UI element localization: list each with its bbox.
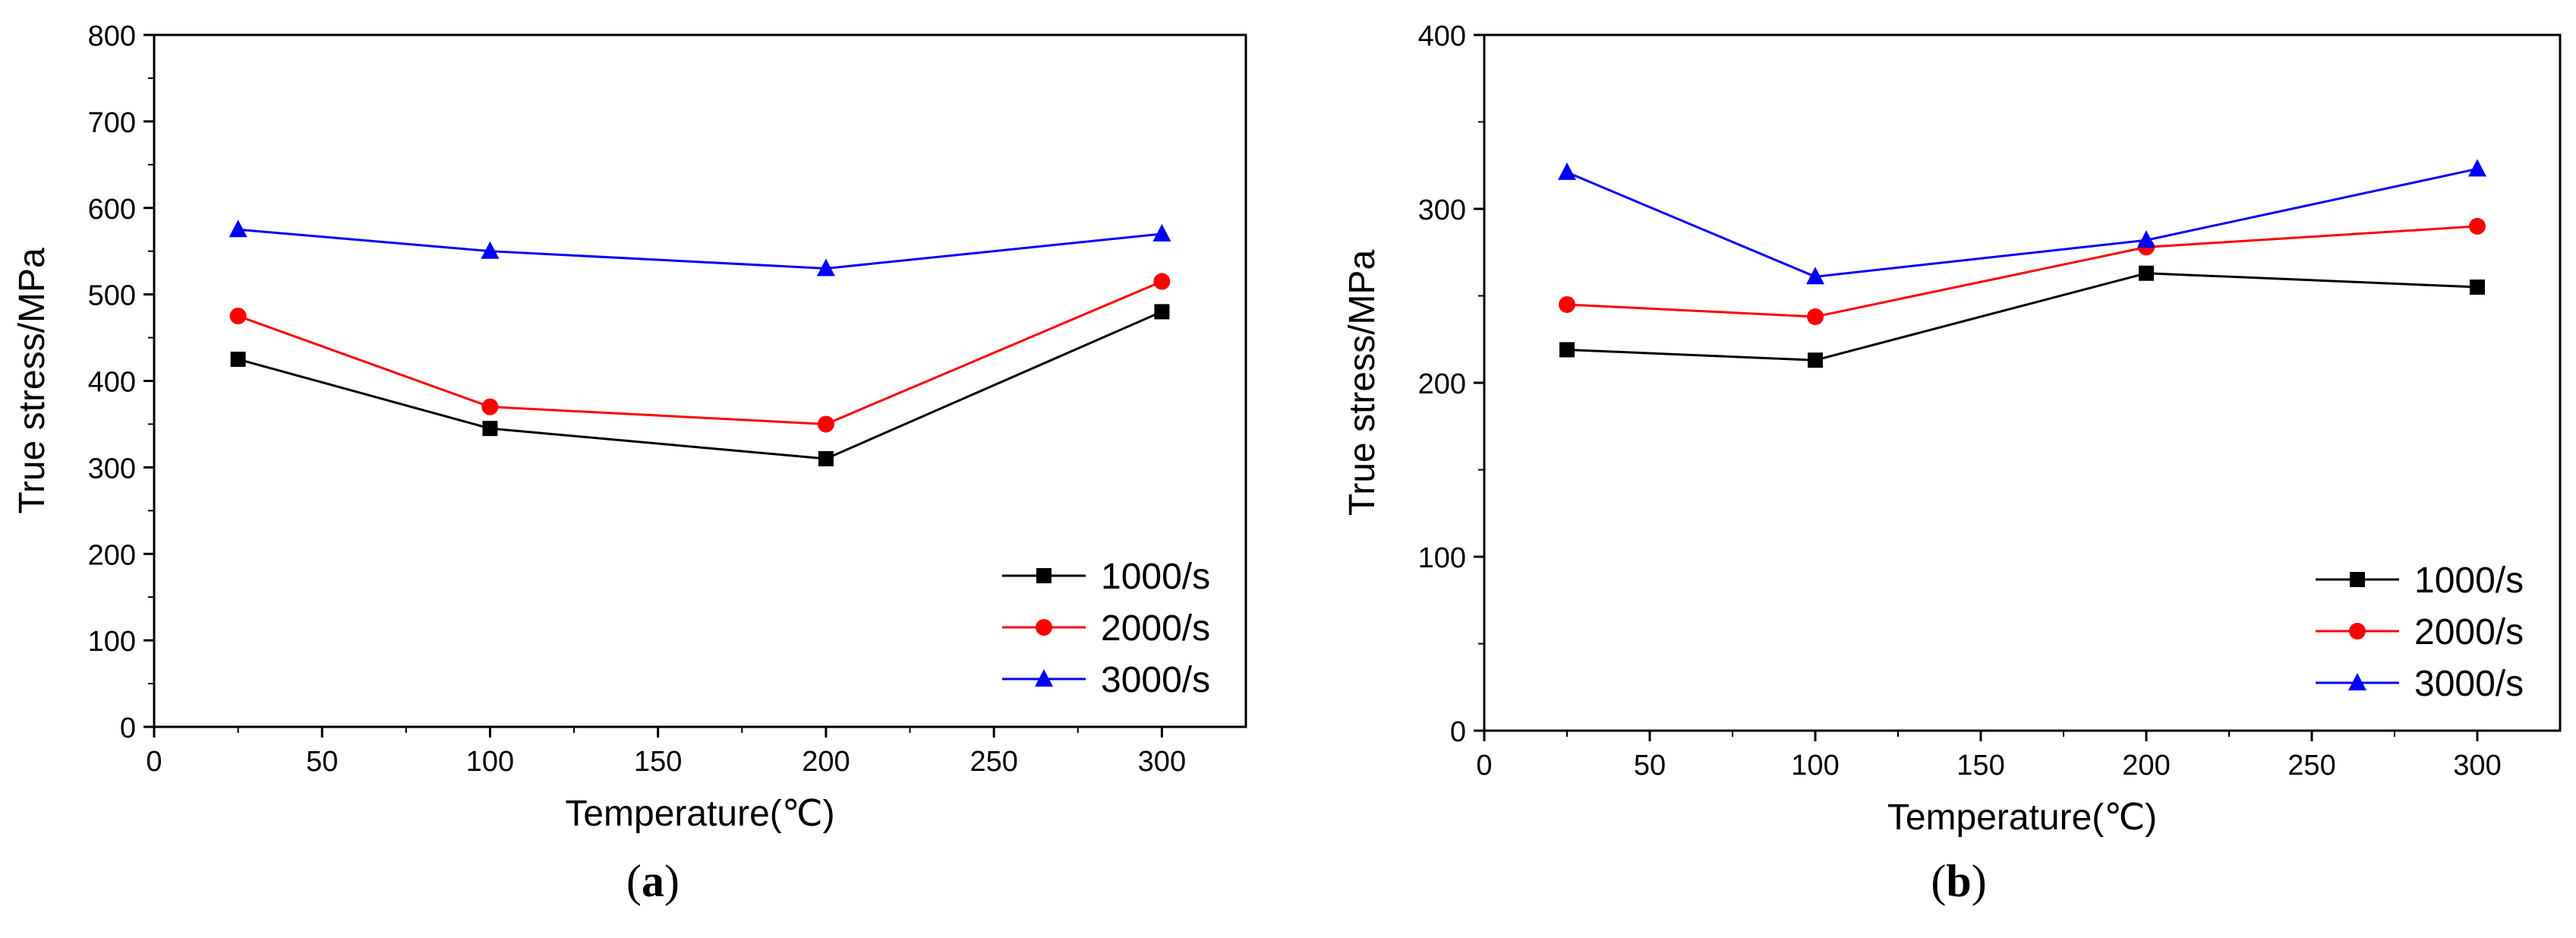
y-tick-label: 100 (88, 626, 136, 658)
data-point-3000/s (2137, 230, 2155, 248)
data-point-3000/s (1152, 223, 1171, 242)
data-point-1000/s (1808, 352, 1823, 368)
x-tick-label: 0 (146, 746, 162, 778)
data-point-3000/s (1806, 267, 1824, 285)
legend-marker (1036, 619, 1052, 636)
y-tick-label: 200 (1418, 368, 1466, 400)
panel-caption: (b) (1931, 856, 1986, 906)
data-point-1000/s (2470, 280, 2485, 295)
data-point-2000/s (481, 398, 499, 415)
y-tick-label: 0 (120, 712, 136, 744)
x-axis-label: Temperature(℃) (1887, 797, 2157, 838)
legend-marker (1035, 669, 1053, 687)
x-tick-label: 200 (802, 746, 850, 778)
data-point-2000/s (1559, 295, 1575, 313)
caption-open-paren: ( (1931, 856, 1946, 906)
data-point-3000/s (481, 241, 500, 259)
data-point-1000/s (1559, 342, 1575, 358)
x-tick-label: 100 (466, 746, 514, 778)
y-tick-label: 100 (1418, 542, 1466, 574)
data-point-2000/s (817, 415, 834, 433)
legend-marker (2350, 572, 2365, 587)
x-tick-label: 250 (970, 746, 1017, 778)
plot-frame (1483, 33, 2562, 732)
data-point-1000/s (230, 352, 246, 368)
y-tick-label: 300 (1418, 194, 1466, 226)
chart-panel-b: 0 50 100 150 200 250 300 0 100 200 300 400 Temperatu… (1342, 21, 2562, 906)
legend-label: 1000/s (1101, 557, 1210, 597)
y-tick-label: 400 (1418, 21, 1466, 52)
y-tick-label: 300 (88, 453, 136, 485)
x-axis-label: Temperature(℃) (565, 794, 834, 834)
x-tick-label: 50 (1634, 750, 1666, 782)
x-tick-label: 250 (2288, 750, 2335, 782)
series-line-3000/s (238, 228, 1162, 270)
legend-marker (2349, 623, 2366, 640)
x-tick-label: 150 (1956, 750, 2004, 782)
y-tick-label: 0 (1450, 716, 1466, 748)
data-point-1000/s (2139, 265, 2154, 281)
x-tick-label: 150 (634, 746, 682, 778)
y-tick-label: 600 (88, 194, 136, 226)
legend-label: 3000/s (2414, 664, 2524, 704)
data-point-3000/s (1558, 162, 1576, 180)
y-tick-label: 700 (88, 107, 136, 139)
x-tick-label: 300 (2453, 750, 2501, 782)
data-point-3000/s (229, 219, 248, 238)
y-axis-label: True stress/MPa (12, 248, 52, 514)
series-line-1000/s (238, 311, 1162, 460)
data-point-2000/s (1153, 273, 1171, 290)
data-point-2000/s (1807, 308, 1824, 325)
legend-label: 2000/s (2414, 612, 2524, 652)
legend-marker (2348, 673, 2366, 690)
legend-label: 1000/s (2414, 561, 2524, 601)
caption-close-paren: ) (1972, 856, 1987, 906)
chart-panel-a: 0 50 100 150 200 250 300 0 100 200 300 400 500 600 700… (12, 21, 1247, 906)
y-tick-label: 500 (88, 280, 136, 312)
caption-open-paren: ( (626, 856, 642, 906)
caption-close-paren: ) (664, 856, 679, 906)
x-tick-label: 50 (306, 746, 338, 778)
data-point-2000/s (229, 308, 247, 325)
x-tick-label: 300 (1138, 746, 1186, 778)
legend-label: 3000/s (1101, 660, 1210, 700)
data-point-1000/s (818, 450, 834, 466)
x-tick-label: 100 (1791, 750, 1839, 782)
series-line-3000/s (1566, 167, 2478, 278)
legend-label: 2000/s (1101, 608, 1210, 649)
y-tick-label: 800 (88, 21, 136, 52)
y-tick-label: 200 (88, 539, 136, 571)
data-point-1000/s (482, 421, 498, 437)
data-point-3000/s (816, 258, 835, 276)
y-tick-label: 400 (88, 367, 136, 399)
legend-marker (1036, 568, 1052, 583)
x-tick-label: 200 (2122, 750, 2170, 782)
x-tick-label: 0 (1476, 750, 1492, 782)
series-line-2000/s (1566, 225, 2478, 318)
data-point-2000/s (2469, 217, 2486, 235)
y-axis-label: True stress/MPa (1342, 250, 1383, 516)
caption-letter: b (1946, 856, 1971, 906)
series-line-1000/s (1566, 272, 2478, 362)
caption-letter: a (642, 856, 664, 906)
data-point-3000/s (2468, 159, 2486, 177)
data-point-1000/s (1154, 304, 1170, 320)
panel-caption: (a) (626, 856, 679, 906)
series-line-2000/s (238, 280, 1162, 425)
